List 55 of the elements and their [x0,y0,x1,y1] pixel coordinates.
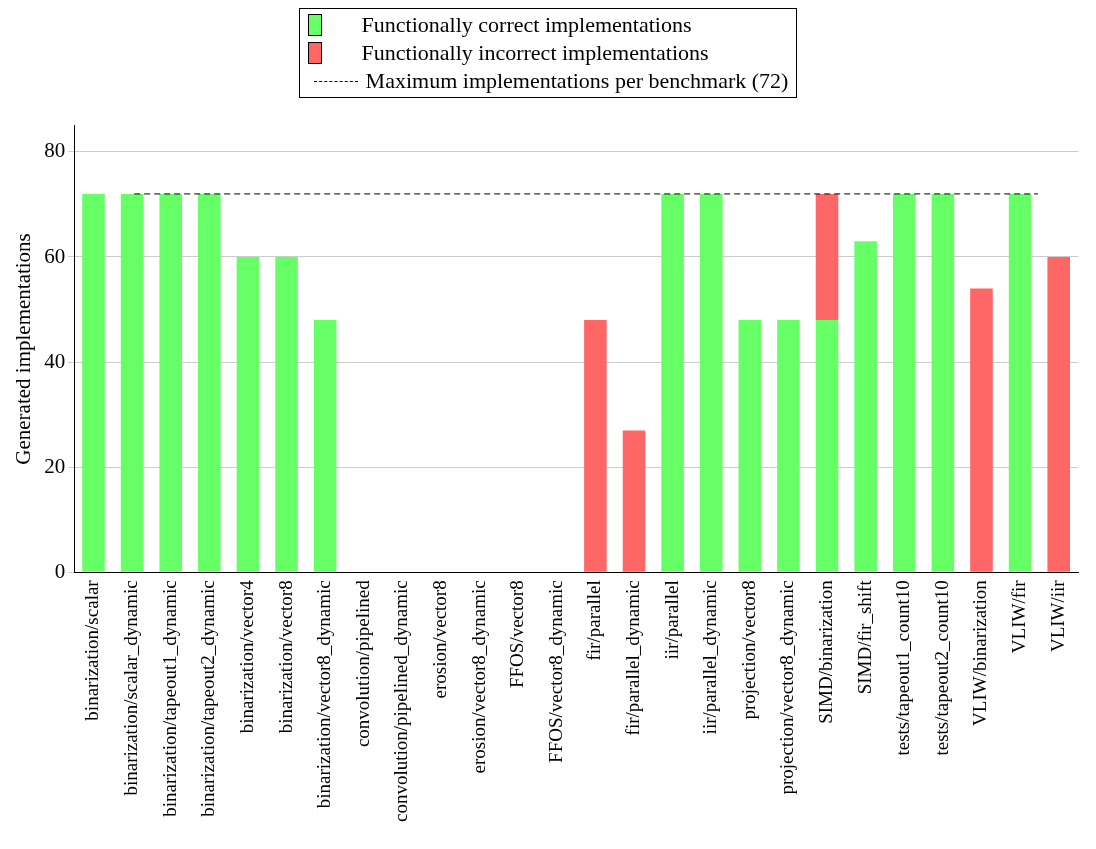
x-tick-label: VLIW/binarization [969,579,991,726]
legend-label: Functionally correct implementations [361,11,692,39]
y-tick-label: 40 [44,348,66,373]
bar [236,256,260,572]
bar [970,288,993,572]
x-tick-label: binarization/scalar [81,579,103,721]
x-tick-label: projection/vector8 [737,580,759,720]
x-tick-label: binarization/tapeout2_dynamic [197,580,219,817]
x-tick-label: FFOS/vector8 [506,580,528,689]
legend-label: Functionally incorrect implementations [361,39,709,67]
x-tick-label: binarization/vector8_dynamic [313,580,335,809]
x-tick-label: binarization/vector8 [274,580,296,734]
x-tick-label: SIMD/fir_shift [853,579,875,695]
x-tick-label: iir/parallel [660,580,682,660]
y-axis-title: Generated implementations [11,233,36,465]
x-tick-label: convolution/pipelined [351,579,373,748]
bar [1047,256,1070,572]
x-tick-label: FFOS/vector8_dynamic [544,580,566,763]
bar [699,193,723,572]
legend-label: Maximum implementations per benchmark (72) [365,67,789,95]
bar [313,320,337,572]
bar [159,193,183,572]
bar [892,193,916,572]
x-tick-label: binarization/tapeout1_dynamic [158,580,180,817]
bar [275,256,298,572]
bar [777,320,800,572]
x-tick-label: erosion/vector8_dynamic [467,580,489,774]
y-tick-label: 80 [44,138,66,163]
bar [82,193,105,572]
x-tick-label: binarization/scalar_dynamic [120,580,142,796]
x-tick-label: SIMD/binarization [815,579,837,724]
bar [815,320,839,572]
x-tick-label: iir/parallel_dynamic [699,580,721,735]
bar [584,320,607,572]
x-tick-label: erosion/vector8 [428,580,450,699]
x-tick-label: tests/tapeout2_count10 [930,580,952,756]
bar [931,193,955,572]
x-tick-label: VLIW/iir [1046,579,1068,653]
x-tick-label: binarization/vector4 [235,579,257,734]
x-tick-label: projection/vector8_dynamic [776,580,798,795]
x-tick-label: fir/parallel_dynamic [622,580,643,736]
x-tick-label: fir/parallel [583,580,605,661]
bar [738,320,762,572]
x-tick-label: tests/tapeout1_count10 [892,580,914,756]
y-tick-label: 0 [54,558,66,583]
bar [661,193,684,572]
x-tick-label: VLIW/fir [1008,579,1030,654]
bar [1008,193,1032,572]
bar [622,430,646,572]
y-tick-label: 20 [44,453,66,478]
bar [120,193,144,572]
x-tick-label: convolution/pipelined_dynamic [390,580,412,823]
y-tick-label: 60 [44,243,66,268]
bar [198,193,221,572]
bar [854,241,877,572]
